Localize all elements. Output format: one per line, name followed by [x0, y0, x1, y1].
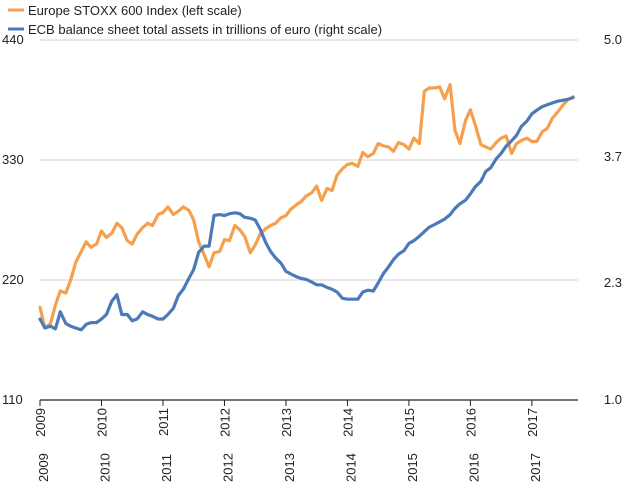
x-secondary-tick-label: 2017	[528, 453, 543, 482]
x-tick-label: 2016	[463, 408, 478, 437]
y-right-tick-label: 3.7	[604, 149, 622, 164]
x-secondary-tick-label: 2009	[36, 453, 51, 482]
y-left-tick-label: 330	[2, 152, 24, 167]
series-line-stoxx600	[38, 83, 575, 330]
x-secondary-tick-label: 2011	[159, 454, 174, 482]
x-secondary-tick-label: 2013	[282, 453, 297, 482]
x-tick-label: 2013	[279, 408, 294, 437]
y-left-tick-label: 220	[2, 272, 24, 287]
x-tick-label: 2017	[525, 408, 540, 437]
series-line-ecb-assets	[38, 95, 575, 332]
x-tick-label: 2015	[402, 408, 417, 437]
series-lines	[38, 83, 575, 332]
y-right-tick-label: 2.3	[604, 275, 622, 290]
axes: 440 330 220 110 5.0 3.7 2.3 1.0 2009 2010 2011 2012…	[2, 32, 622, 482]
y-left-tick-label: 440	[2, 32, 24, 47]
x-secondary-tick-label: 2014	[344, 453, 359, 482]
x-tick-label: 2010	[94, 408, 109, 437]
x-secondary-tick-label: 2012	[221, 453, 236, 482]
x-tick-label: 2009	[33, 408, 48, 437]
x-tick-label: 2011	[156, 408, 171, 436]
x-secondary-tick-label: 2010	[98, 453, 113, 482]
y-right-tick-label: 5.0	[604, 32, 622, 47]
y-left-tick-label: 110	[2, 392, 23, 407]
x-secondary-tick-label: 2015	[405, 453, 420, 482]
legend: Europe STOXX 600 Index (left scale) ECB …	[8, 3, 382, 37]
x-tick-label: 2014	[340, 408, 355, 437]
x-secondary-tick-label: 2016	[466, 453, 481, 482]
legend-label-ecb: ECB balance sheet total assets in trilli…	[28, 22, 382, 37]
legend-label-stoxx: Europe STOXX 600 Index (left scale)	[28, 3, 242, 18]
x-tick-label: 2012	[217, 408, 232, 437]
y-right-tick-label: 1.0	[604, 392, 622, 407]
